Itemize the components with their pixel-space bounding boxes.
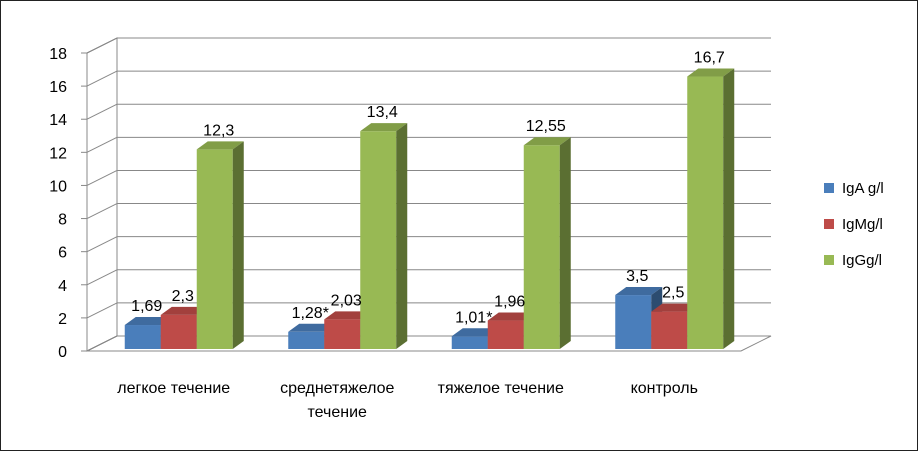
data-label: 12,55 (526, 118, 566, 135)
y-tick-label: 16 (49, 79, 67, 96)
gridline-depth (86, 70, 118, 87)
y-tick-label: 2 (58, 311, 67, 328)
bar-top (288, 323, 336, 332)
legend-swatch (824, 219, 834, 229)
legend: IgA g/l IgMg/l IgGg/l (824, 180, 884, 269)
x-tick-label: среднетяжелое течение (280, 380, 394, 421)
bar-top (487, 312, 535, 321)
legend-swatch (824, 255, 834, 265)
data-label: 1,96 (494, 294, 525, 311)
data-label: 13,4 (367, 104, 398, 121)
bar (160, 314, 197, 349)
data-label: 2,5 (662, 285, 684, 302)
gridline-depth (86, 136, 118, 153)
y-tick-label: 14 (49, 112, 67, 129)
gridline-depth (86, 37, 118, 54)
y-tick-label: 18 (49, 46, 67, 63)
bar (451, 336, 488, 349)
legend-swatch (824, 183, 834, 193)
bar (124, 325, 161, 349)
bar (324, 319, 361, 349)
bar (651, 311, 688, 349)
data-labels: 1,69 2,3 12,3 1,28*2,03 13,4 1,01*1,96 12,55 3,… (131, 50, 725, 327)
side-wall (86, 37, 118, 352)
bars (124, 68, 735, 350)
gridline-depth (86, 103, 118, 120)
bar-top (196, 141, 244, 150)
bar-top (360, 123, 408, 132)
bar-top (160, 306, 208, 315)
bar-side (559, 137, 571, 349)
gridline-depth (86, 269, 118, 286)
y-tick-label: 8 (58, 212, 67, 229)
bar (523, 145, 560, 349)
bar-top (651, 303, 699, 312)
bar-top (451, 328, 499, 337)
y-tick-label: 10 (49, 178, 67, 195)
category-labels: легкое течение среднетяжелое течение тяжело… (117, 380, 698, 421)
y-tick-label: 6 (58, 245, 67, 262)
y-tick-label: 4 (58, 278, 67, 295)
x-tick-label: легкое течение (117, 380, 230, 397)
bar-side (723, 68, 735, 350)
y-tick-label: 12 (49, 145, 67, 162)
data-label: 1,69 (131, 298, 162, 315)
bar (615, 295, 652, 349)
legend-label: IgA g/l (842, 180, 884, 197)
bar-top (523, 137, 571, 146)
gridline-depth (86, 335, 118, 352)
gridline-depth (86, 302, 118, 319)
y-axis-ticks: 0 2 4 6 8 10 12 14 16 18 (49, 46, 88, 361)
bar-top (124, 317, 172, 326)
bar-top (615, 287, 663, 296)
gridline-depth (86, 236, 118, 253)
data-label: 2,03 (331, 292, 362, 309)
y-tick-label: 0 (58, 344, 67, 361)
gridline-depth (86, 169, 118, 186)
bar (487, 320, 524, 349)
bar (687, 76, 724, 350)
bar (288, 331, 325, 349)
data-label: 16,7 (694, 50, 725, 67)
x-tick-label: контроль (631, 380, 698, 397)
bar-side (232, 141, 244, 349)
data-label: 2,3 (172, 288, 194, 305)
data-label: 12,3 (203, 122, 234, 139)
bar-top (687, 68, 735, 77)
bar (360, 131, 397, 349)
data-label: 3,5 (626, 268, 648, 285)
data-label: 1,28* (292, 305, 329, 322)
bar (196, 149, 233, 349)
gridline-depth (86, 203, 118, 220)
data-label: 1,01* (455, 309, 492, 326)
bar-top (324, 311, 372, 320)
legend-label: IgGg/l (842, 252, 882, 269)
legend-label: IgMg/l (842, 216, 883, 233)
x-tick-label: тяжелое течение (438, 380, 564, 397)
bar-side (396, 123, 408, 350)
